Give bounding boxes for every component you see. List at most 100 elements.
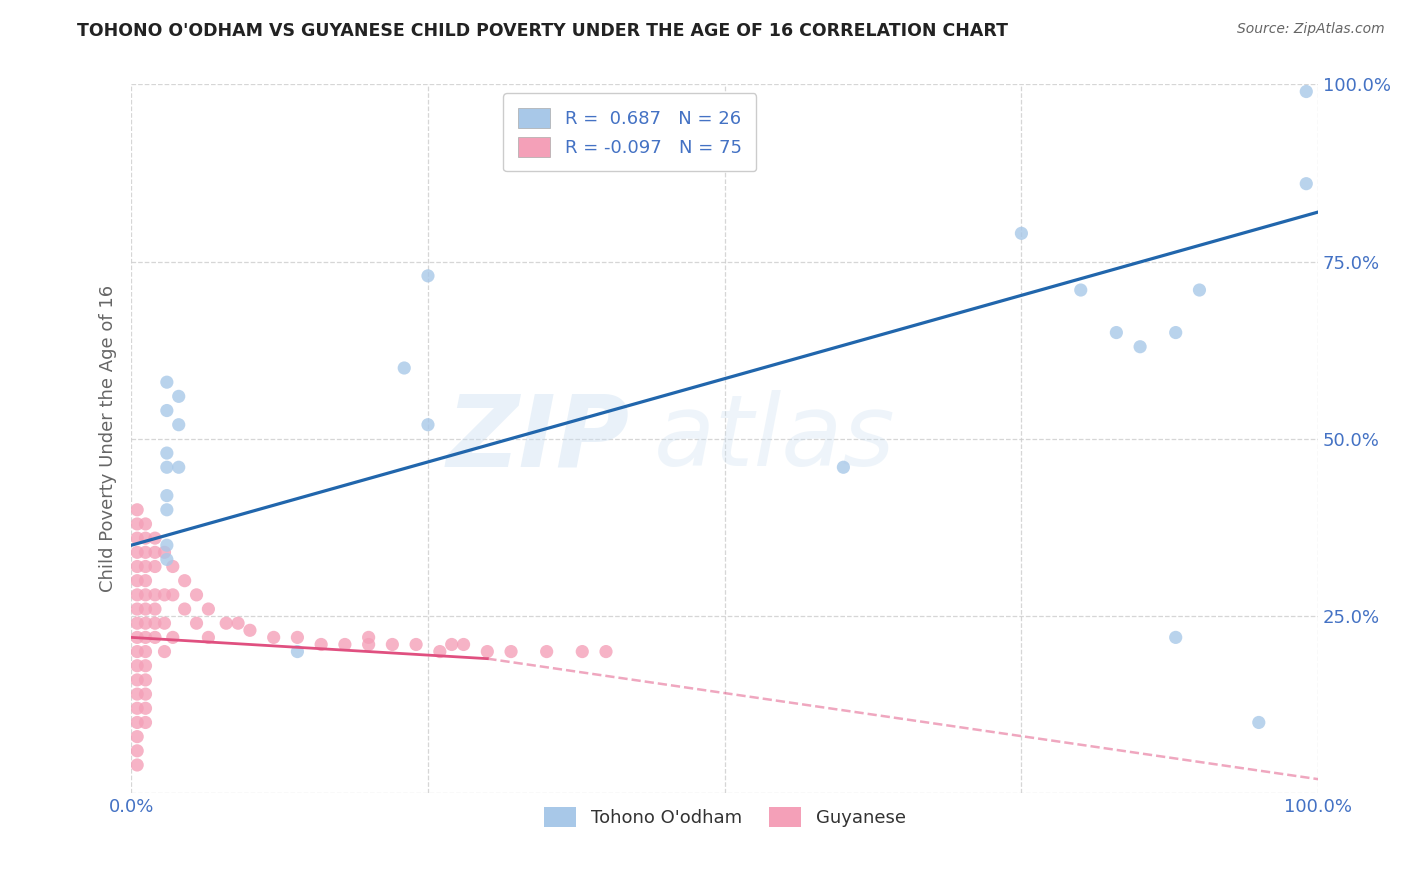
- Point: [1105, 326, 1128, 340]
- Point: [186, 616, 208, 631]
- Point: [127, 701, 149, 715]
- Point: [357, 638, 380, 652]
- Point: [186, 588, 208, 602]
- Point: [127, 758, 149, 772]
- Point: [167, 417, 190, 432]
- Point: [167, 460, 190, 475]
- Point: [134, 545, 156, 559]
- Point: [143, 631, 166, 645]
- Point: [134, 588, 156, 602]
- Point: [134, 673, 156, 687]
- Point: [287, 631, 309, 645]
- Point: [127, 545, 149, 559]
- Point: [173, 574, 195, 588]
- Point: [156, 375, 179, 389]
- Point: [453, 638, 475, 652]
- Point: [156, 460, 179, 475]
- Point: [499, 644, 522, 658]
- Point: [1247, 715, 1270, 730]
- Legend: Tohono O'odham, Guyanese: Tohono O'odham, Guyanese: [537, 799, 912, 834]
- Point: [162, 631, 184, 645]
- Point: [1295, 85, 1317, 99]
- Point: [127, 516, 149, 531]
- Point: [153, 588, 176, 602]
- Point: [1010, 227, 1032, 241]
- Point: [134, 602, 156, 616]
- Point: [127, 503, 149, 517]
- Point: [477, 644, 499, 658]
- Point: [1295, 177, 1317, 191]
- Point: [215, 616, 238, 631]
- Point: [127, 673, 149, 687]
- Point: [127, 687, 149, 701]
- Point: [1164, 631, 1187, 645]
- Point: [143, 602, 166, 616]
- Point: [143, 559, 166, 574]
- Point: [143, 588, 166, 602]
- Point: [197, 631, 219, 645]
- Point: [153, 545, 176, 559]
- Y-axis label: Child Poverty Under the Age of 16: Child Poverty Under the Age of 16: [100, 285, 117, 592]
- Point: [173, 602, 195, 616]
- Point: [134, 559, 156, 574]
- Point: [1164, 326, 1187, 340]
- Point: [1188, 283, 1211, 297]
- Text: Source: ZipAtlas.com: Source: ZipAtlas.com: [1237, 22, 1385, 37]
- Point: [153, 644, 176, 658]
- Point: [134, 658, 156, 673]
- Point: [162, 588, 184, 602]
- Point: [134, 631, 156, 645]
- Point: [134, 644, 156, 658]
- Point: [156, 538, 179, 552]
- Point: [156, 403, 179, 417]
- Point: [143, 616, 166, 631]
- Point: [416, 268, 439, 283]
- Point: [1129, 340, 1152, 354]
- Point: [197, 602, 219, 616]
- Point: [239, 624, 262, 638]
- Point: [162, 559, 184, 574]
- Point: [309, 638, 332, 652]
- Point: [1070, 283, 1092, 297]
- Point: [127, 730, 149, 744]
- Point: [143, 545, 166, 559]
- Point: [416, 417, 439, 432]
- Point: [381, 638, 404, 652]
- Point: [127, 744, 149, 758]
- Point: [571, 644, 593, 658]
- Point: [127, 616, 149, 631]
- Point: [440, 638, 463, 652]
- Point: [153, 616, 176, 631]
- Point: [156, 552, 179, 566]
- Point: [134, 531, 156, 545]
- Point: [127, 602, 149, 616]
- Point: [333, 638, 356, 652]
- Point: [134, 715, 156, 730]
- Point: [127, 631, 149, 645]
- Point: [167, 389, 190, 403]
- Point: [143, 531, 166, 545]
- Text: TOHONO O'ODHAM VS GUYANESE CHILD POVERTY UNDER THE AGE OF 16 CORRELATION CHART: TOHONO O'ODHAM VS GUYANESE CHILD POVERTY…: [77, 22, 1008, 40]
- Point: [134, 701, 156, 715]
- Point: [263, 631, 285, 645]
- Point: [127, 559, 149, 574]
- Point: [127, 658, 149, 673]
- Point: [134, 574, 156, 588]
- Point: [536, 644, 558, 658]
- Text: ZIP: ZIP: [447, 391, 630, 487]
- Point: [394, 361, 416, 376]
- Point: [134, 516, 156, 531]
- Point: [127, 531, 149, 545]
- Point: [156, 446, 179, 460]
- Point: [357, 631, 380, 645]
- Point: [405, 638, 427, 652]
- Point: [127, 588, 149, 602]
- Point: [127, 715, 149, 730]
- Point: [429, 644, 451, 658]
- Point: [127, 574, 149, 588]
- Point: [134, 616, 156, 631]
- Point: [832, 460, 855, 475]
- Point: [127, 644, 149, 658]
- Point: [134, 687, 156, 701]
- Point: [156, 489, 179, 503]
